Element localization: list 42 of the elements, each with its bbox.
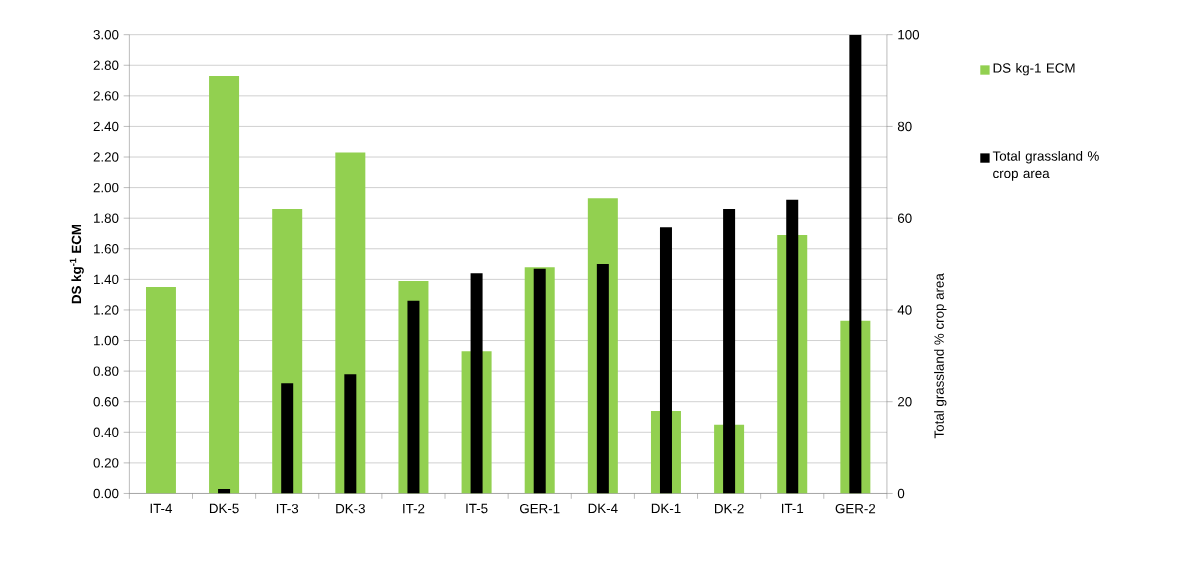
x-tick-label: IT-1 (781, 503, 804, 514)
y-tick-label: 1.00 (94, 335, 119, 346)
y2-tick-label: 0 (897, 488, 905, 499)
y-tick-label: 3.00 (93, 30, 119, 40)
x-tick-label: DK-2 (714, 503, 744, 514)
x-tick-label: DK-5 (209, 503, 239, 514)
y-axis-title: DS kg$^{-1}$ ECM (69, 224, 84, 304)
x-tick-label: IT-2 (403, 503, 425, 514)
y-tick-label: 2.60 (93, 91, 119, 101)
x-tick-label: IT-5 (466, 503, 488, 514)
y-tick-label: 0.40 (93, 427, 119, 438)
x-tick-label: DK-1 (651, 503, 681, 514)
y2-tick-label: 40 (897, 305, 912, 315)
y2-tick-label: 20 (898, 397, 912, 407)
bar (145, 287, 176, 494)
legend-label: DS kg-1 ECM (993, 63, 1075, 76)
y-tick-label: 0.20 (93, 458, 119, 468)
y-tick-label: 0.80 (93, 366, 119, 376)
x-tick-label: IT-3 (276, 503, 299, 514)
x-tick-label: GER-1 (520, 503, 560, 514)
y-tick-label: 2.40 (93, 121, 119, 132)
y-tick-label: 0.60 (93, 397, 119, 407)
bar (344, 374, 357, 494)
y-tick-label: 1.40 (94, 274, 119, 285)
x-tick-label: DK-3 (336, 503, 365, 514)
y2-tick-label: 80 (897, 121, 912, 132)
y-tick-label: 1.20 (94, 305, 119, 315)
y2-tick-label: 60 (898, 213, 912, 223)
y-tick-label: 1.60 (94, 244, 119, 254)
y-tick-label: 2.20 (93, 152, 119, 162)
legend-label: Total grassland % crop area (992, 151, 1099, 181)
y2-axis-title: Total grassland % crop area (934, 273, 947, 439)
y-tick-label: 2.80 (93, 60, 119, 71)
x-tick-label: IT-4 (150, 503, 173, 514)
x-tick-label: DK-4 (588, 503, 618, 514)
y2-tick-label: 100 (898, 30, 920, 40)
bar (209, 76, 240, 494)
x-tick-label: GER-2 (835, 503, 876, 514)
y-tick-label: 2.00 (93, 182, 119, 193)
bar (281, 383, 294, 494)
y-tick-label: 0.00 (93, 488, 119, 499)
y-tick-label: 1.80 (94, 213, 119, 223)
